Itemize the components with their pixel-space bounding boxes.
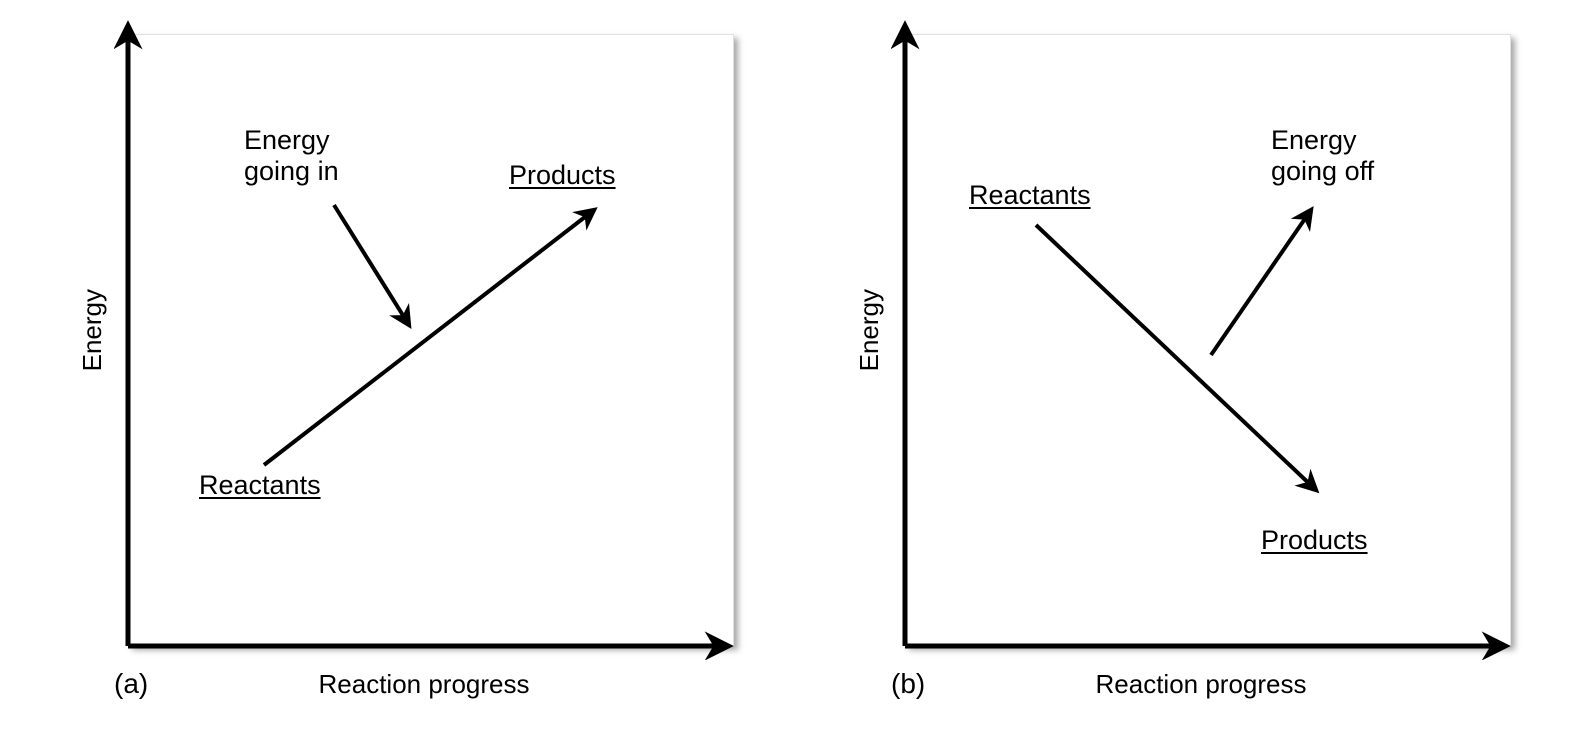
- panel-b-y-axis-label: Energy: [854, 289, 885, 371]
- panel-a-plot-box: [128, 34, 734, 646]
- panel-b-tag: (b): [891, 668, 941, 700]
- panel-a-column: Energy going in Products Reactants (a) R…: [114, 20, 734, 700]
- panel-b-wrap: Energy Reacta: [854, 20, 1511, 700]
- panel-a-x-axis-label: Reaction progress: [164, 669, 734, 700]
- panel-a-energy-in-label: Energy going in: [244, 125, 339, 187]
- panel-b-x-axis-label: Reaction progress: [941, 669, 1511, 700]
- panel-a-bottom-row: (a) Reaction progress: [114, 668, 734, 700]
- figure-container: Energy Energy: [20, 20, 1568, 700]
- panel-b-products-label: Products: [1261, 525, 1368, 556]
- panel-a-plot-area: Energy going in Products Reactants: [114, 20, 734, 660]
- panel-b-plot-box: [905, 34, 1511, 646]
- panel-b-plot-area: Reactants Energy going off Products: [891, 20, 1511, 660]
- panel-a-reactants-label: Reactants: [199, 470, 321, 501]
- panel-a-products-label: Products: [509, 160, 616, 191]
- panel-a-wrap: Energy Energy: [77, 20, 734, 700]
- panel-b-energy-off-label: Energy going off: [1271, 125, 1374, 187]
- panel-a-tag: (a): [114, 668, 164, 700]
- panel-b-column: Reactants Energy going off Products (b) …: [891, 20, 1511, 700]
- panel-a-y-axis-label: Energy: [77, 289, 108, 371]
- panel-b-bottom-row: (b) Reaction progress: [891, 668, 1511, 700]
- panel-b-reactants-label: Reactants: [969, 180, 1091, 211]
